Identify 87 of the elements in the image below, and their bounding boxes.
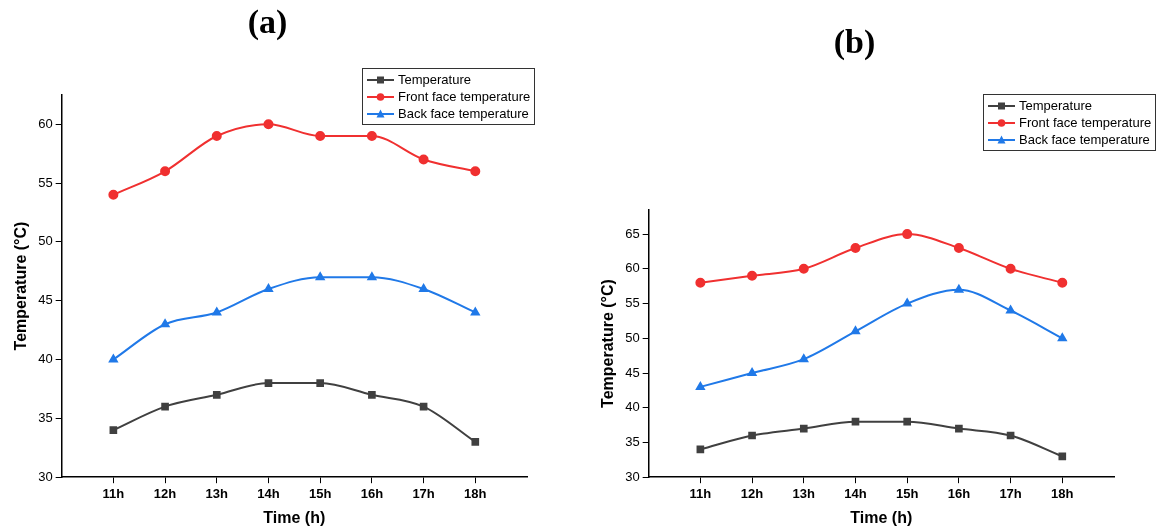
y-tick-label: 40	[625, 399, 640, 415]
x-tick-label: 16h	[947, 485, 971, 501]
point	[264, 283, 273, 292]
y-axis-title: Temperature (°C)	[599, 279, 617, 408]
point	[419, 283, 429, 292]
chart-title: (b)	[833, 23, 876, 62]
point	[211, 130, 222, 141]
point	[160, 319, 170, 328]
point	[109, 426, 118, 434]
point	[695, 381, 705, 390]
y-tick-label: 30	[38, 468, 53, 484]
point	[798, 263, 809, 274]
x-tick-label: 18h	[1051, 485, 1074, 501]
y-tick-label: 55	[38, 174, 53, 190]
y-tick-label: 55	[625, 295, 640, 311]
legend-label: Front face temperature	[398, 88, 531, 105]
x-tick-label: 13h	[205, 485, 229, 501]
point	[315, 272, 325, 281]
point	[953, 243, 964, 253]
point	[954, 284, 964, 293]
point	[161, 402, 169, 411]
y-tick-label: 45	[38, 292, 53, 308]
point	[902, 229, 913, 240]
x-tick-label: 13h	[792, 485, 816, 501]
legend-label: Temperature	[398, 71, 471, 88]
y-tick-label: 40	[38, 351, 53, 367]
x-axis-title: Time (h)	[263, 508, 326, 526]
y-tick-label: 30	[625, 468, 640, 484]
point	[263, 119, 274, 130]
point	[1005, 263, 1016, 274]
y-tick-label: 65	[625, 225, 640, 241]
x-tick-label: 15h	[308, 485, 332, 501]
x-tick-label: 14h	[844, 485, 867, 501]
point	[470, 307, 480, 316]
x-tick-label: 12h	[740, 485, 764, 501]
point	[955, 424, 963, 433]
point	[1057, 277, 1068, 288]
x-tick-label: 17h	[412, 485, 435, 501]
point	[315, 130, 326, 141]
point	[1058, 452, 1067, 461]
x-tick-label: 14h	[257, 485, 280, 501]
x-tick-label: 12h	[153, 485, 177, 501]
point	[747, 270, 758, 281]
y-tick-label: 35	[625, 434, 640, 450]
point	[264, 379, 273, 387]
x-tick-label: 11h	[102, 485, 125, 501]
point	[903, 417, 912, 426]
y-axis-title: Temperature (°C)	[12, 221, 30, 351]
y-tick-label: 35	[38, 409, 53, 425]
point	[108, 189, 119, 200]
chart-title: (a)	[247, 3, 288, 42]
point	[108, 354, 118, 363]
y-tick-label: 60	[38, 115, 53, 131]
legend-label: Back face temperature	[398, 105, 529, 122]
point	[418, 154, 429, 165]
point	[160, 166, 171, 177]
legend-label: Front face temperature	[1019, 114, 1152, 131]
x-tick-label: 11h	[689, 485, 712, 501]
point	[748, 431, 756, 440]
point	[747, 368, 757, 377]
point	[1057, 333, 1067, 342]
point	[212, 391, 221, 399]
point	[471, 438, 480, 446]
point	[695, 277, 706, 288]
point	[368, 391, 376, 399]
point	[470, 166, 481, 177]
point	[1006, 305, 1016, 314]
point	[367, 272, 377, 281]
point	[316, 379, 325, 387]
point	[799, 354, 809, 363]
x-axis-title: Time (h)	[850, 508, 913, 526]
y-tick-label: 45	[625, 364, 640, 380]
legend-label: Back face temperature	[1019, 131, 1150, 148]
x-tick-label: 17h	[999, 485, 1022, 501]
point	[366, 130, 377, 141]
point	[850, 243, 861, 253]
point	[799, 424, 808, 433]
point	[902, 298, 912, 307]
y-tick-label: 50	[38, 233, 53, 249]
y-tick-label: 50	[625, 329, 640, 345]
point	[851, 326, 860, 335]
x-tick-label: 18h	[464, 485, 487, 501]
x-tick-label: 15h	[895, 485, 919, 501]
y-tick-label: 60	[625, 260, 640, 276]
x-tick-label: 16h	[360, 485, 384, 501]
legend-label: Temperature	[1019, 97, 1092, 114]
point	[212, 307, 222, 316]
